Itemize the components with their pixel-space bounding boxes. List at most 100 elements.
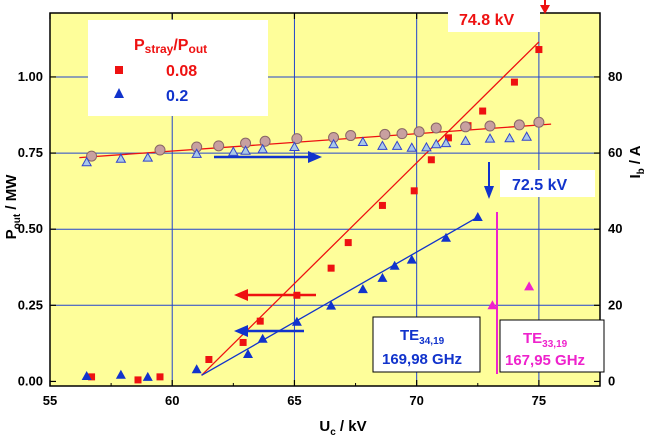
data-point-open-triangle [430,138,442,149]
data-point-open-triangle [504,132,515,143]
legend-marker-square [115,66,123,74]
data-point-square [256,317,264,325]
data-point-open-triangle [391,140,403,150]
data-point-open-triangle [257,143,269,154]
legend-label-0.08: 0.08 [166,63,197,80]
axes: 55 60 65 70 75 0.00 0.25 0.50 0.75 1.00 0 20 40 60 80 [18,13,622,408]
data-point-open-triangle [377,140,388,150]
data-point-circle [396,128,408,140]
legend: Pstray/Pout 0.08 0.2 [88,20,268,116]
data-point-triangle [472,212,483,222]
data-point-circle [430,122,442,134]
data-point-square [510,78,518,86]
arrow-down-red [540,0,550,14]
data-point-open-triangle [289,141,300,151]
data-point-triangle [487,300,498,310]
data-point-circle [379,128,391,140]
data-point-triangle [81,370,92,380]
data-point-circle [513,119,525,131]
data-point-open-triangle [406,142,418,152]
y-axis-left-title: Pout / MW [3,174,23,240]
mode-box-te33: TE33,19 167,95 GHz [499,319,605,373]
data-point-open-triangle [191,148,203,158]
data-point-open-triangle [227,146,239,156]
y-left-tick-label: 1.00 [18,69,43,84]
x-axis-title: Uc / kV [319,418,366,438]
y-axis-right-title: Ib / A [627,145,647,178]
data-point-square [444,134,452,142]
data-point-open-triangle [421,141,432,152]
mode-te33-label: TE33,19 [523,330,568,350]
direction-arrows [214,0,550,337]
data-point-square [205,356,213,364]
data-point-open-triangle [328,138,339,149]
data-point-triangle [389,260,400,270]
red-voltage-box [448,6,540,32]
data-point-square [239,338,247,346]
mode-te33-frequency: 167,95 GHz [505,352,585,369]
data-point-circle [213,140,225,152]
y-right-tick-label: 60 [608,145,622,160]
y-right-tick-label: 0 [608,373,615,388]
data-point-triangle [291,316,302,326]
y-left-tick-label: 0.75 [18,145,43,160]
x-tick-label: 55 [43,393,57,408]
data-point-triangle [326,300,337,310]
data-point-open-triangle [521,131,533,141]
y-left-tick-label: 0.50 [18,221,43,236]
data-point-circle [86,150,98,162]
data-point-circle [345,130,357,142]
red-voltage-label: 74.8 kV [459,12,514,29]
data-point-triangle [406,254,417,264]
data-point-triangle [142,371,153,381]
data-point-triangle [257,333,268,343]
legend-title: Pstray/Pout [134,37,207,56]
data-point-triangle [115,369,126,379]
mode-te34-label: TE34,19 [400,327,445,347]
data-point-open-triangle [240,145,251,155]
arrow-right-blue [214,151,322,163]
mode-te34-frequency: 169,98 GHz [382,351,462,368]
data-point-circle [460,121,472,133]
fit-line [201,216,479,376]
data-point-square [378,201,386,209]
data-point-open-triangle [460,135,471,145]
y-right-tick-label: 80 [608,69,622,84]
data-point-square [134,376,142,384]
data-point-square [479,107,487,115]
data-point-triangle [524,281,535,291]
data-point-square [327,264,335,272]
y-right-tick-label: 40 [608,221,622,236]
data-point-square [427,156,435,164]
data-point-triangle [243,349,253,359]
data-point-triangle [191,364,202,374]
data-point-circle [291,133,303,145]
data-point-open-triangle [440,137,452,148]
arrow-down-blue [484,162,494,199]
legend-marker-triangle [114,88,124,98]
arrow-left-red [234,289,316,301]
data-point-circle [533,116,545,128]
data-point-square [88,373,96,381]
x-tick-label: 70 [409,393,423,408]
data-point-circle [259,135,271,147]
data-point-circle [413,126,425,138]
data-point-square [535,46,543,54]
data-marks [81,46,545,384]
y-left-tick-label: 0.00 [18,373,43,388]
data-point-square [344,239,352,247]
arrow-left-blue [234,325,304,337]
data-point-open-triangle [142,152,154,162]
data-point-triangle [357,284,368,294]
x-tick-label: 65 [287,393,301,408]
data-point-circle [154,144,166,156]
x-tick-label: 75 [532,393,546,408]
data-point-open-triangle [115,153,127,163]
blue-voltage-label: 72.5 kV [512,177,567,194]
y-left-tick-label: 0.25 [18,297,43,312]
data-point-open-triangle [484,133,496,143]
y-right-tick-label: 20 [608,297,622,312]
blue-voltage-box [500,170,595,197]
data-point-square [156,373,164,381]
